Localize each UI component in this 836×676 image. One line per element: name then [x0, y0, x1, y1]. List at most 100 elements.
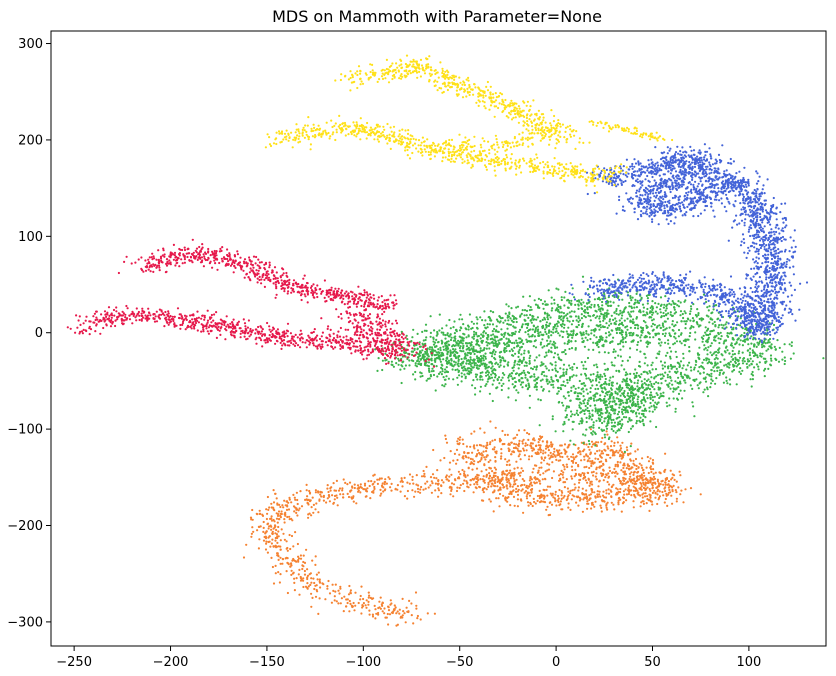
scatter-point [594, 500, 597, 503]
scatter-point [537, 469, 540, 472]
scatter-point [473, 430, 476, 433]
scatter-point [618, 384, 622, 387]
scatter-point [410, 602, 413, 605]
scatter-point [554, 364, 557, 367]
scatter-point [653, 481, 657, 484]
scatter-point [486, 344, 489, 347]
scatter-point [491, 399, 494, 403]
scatter-point [470, 365, 473, 368]
scatter-point [462, 369, 465, 372]
scatter-point [635, 371, 638, 375]
scatter-point [377, 611, 380, 615]
scatter-point [575, 366, 579, 369]
scatter-point [622, 378, 625, 381]
scatter-point [415, 483, 418, 486]
scatter-point [645, 502, 648, 505]
scatter-point [536, 330, 539, 333]
scatter-point [550, 443, 553, 446]
scatter-point [506, 487, 509, 490]
scatter-point [567, 394, 571, 397]
scatter-point [389, 599, 392, 602]
scatter-point [545, 508, 548, 511]
scatter-point [666, 504, 669, 507]
scatter-point [732, 346, 735, 349]
scatter-point [433, 476, 436, 479]
scatter-point [559, 455, 562, 458]
scatter-point [674, 350, 677, 353]
scatter-point [587, 459, 590, 462]
scatter-point [573, 483, 576, 486]
scatter-point [512, 446, 516, 450]
scatter-point [398, 612, 401, 615]
scatter-point [566, 319, 569, 322]
scatter-point [505, 337, 508, 340]
scatter-point [460, 372, 463, 375]
scatter-point [469, 356, 472, 359]
scatter-point [270, 528, 273, 531]
scatter-point [529, 313, 532, 316]
scatter-point [520, 381, 524, 384]
scatter-point [611, 409, 615, 412]
scatter-point [588, 448, 591, 451]
scatter-point [692, 320, 695, 323]
scatter-point [337, 589, 340, 592]
scatter-point [302, 577, 305, 580]
scatter-point [554, 361, 557, 364]
scatter-point [546, 469, 549, 472]
scatter-point [466, 347, 470, 350]
scatter-point [770, 359, 773, 362]
scatter-point [537, 438, 541, 441]
scatter-point [580, 334, 583, 337]
scatter-point [466, 354, 469, 357]
scatter-point [614, 463, 617, 466]
scatter-point [583, 314, 586, 318]
scatter-point [615, 487, 618, 490]
scatter-point [258, 538, 261, 541]
scatter-point [709, 344, 712, 347]
scatter-point [517, 443, 520, 446]
scatter-point [755, 345, 758, 348]
scatter-point [272, 506, 275, 509]
scatter-point [739, 372, 743, 375]
scatter-point [458, 329, 462, 332]
scatter-point [297, 557, 301, 560]
scatter-point [411, 489, 414, 492]
scatter-point [284, 513, 287, 516]
scatter-point [582, 477, 585, 480]
scatter-point [261, 514, 265, 518]
scatter-point [475, 316, 478, 319]
scatter-point [410, 359, 413, 362]
scatter-point [662, 311, 665, 315]
scatter-point [730, 332, 733, 335]
scatter-point [548, 463, 551, 466]
scatter-point [319, 493, 322, 496]
scatter-point [448, 461, 452, 464]
scatter-point [349, 602, 352, 606]
scatter-point [462, 350, 465, 353]
scatter-point [616, 393, 619, 396]
scatter-point [566, 391, 570, 394]
scatter-point [646, 302, 649, 305]
scatter-point [608, 412, 611, 415]
scatter-point [308, 573, 311, 576]
scatter-point [589, 387, 592, 390]
scatter-point [550, 441, 553, 444]
scatter-point [488, 477, 491, 480]
scatter-point [493, 344, 497, 347]
scatter-point [719, 337, 722, 341]
scatter-point [634, 326, 637, 330]
scatter-point [537, 452, 540, 455]
scatter-point [659, 483, 662, 486]
scatter-point [682, 339, 686, 342]
scatter-point [651, 503, 654, 506]
scatter-point [757, 368, 760, 371]
scatter-point [732, 328, 735, 331]
scatter-point [591, 459, 594, 463]
scatter-point [630, 305, 633, 308]
scatter-point [571, 469, 574, 472]
scatter-point [738, 362, 741, 365]
scatter-point [560, 384, 563, 387]
scatter-point [774, 348, 777, 351]
scatter-point [594, 408, 598, 412]
scatter-point [515, 487, 518, 490]
